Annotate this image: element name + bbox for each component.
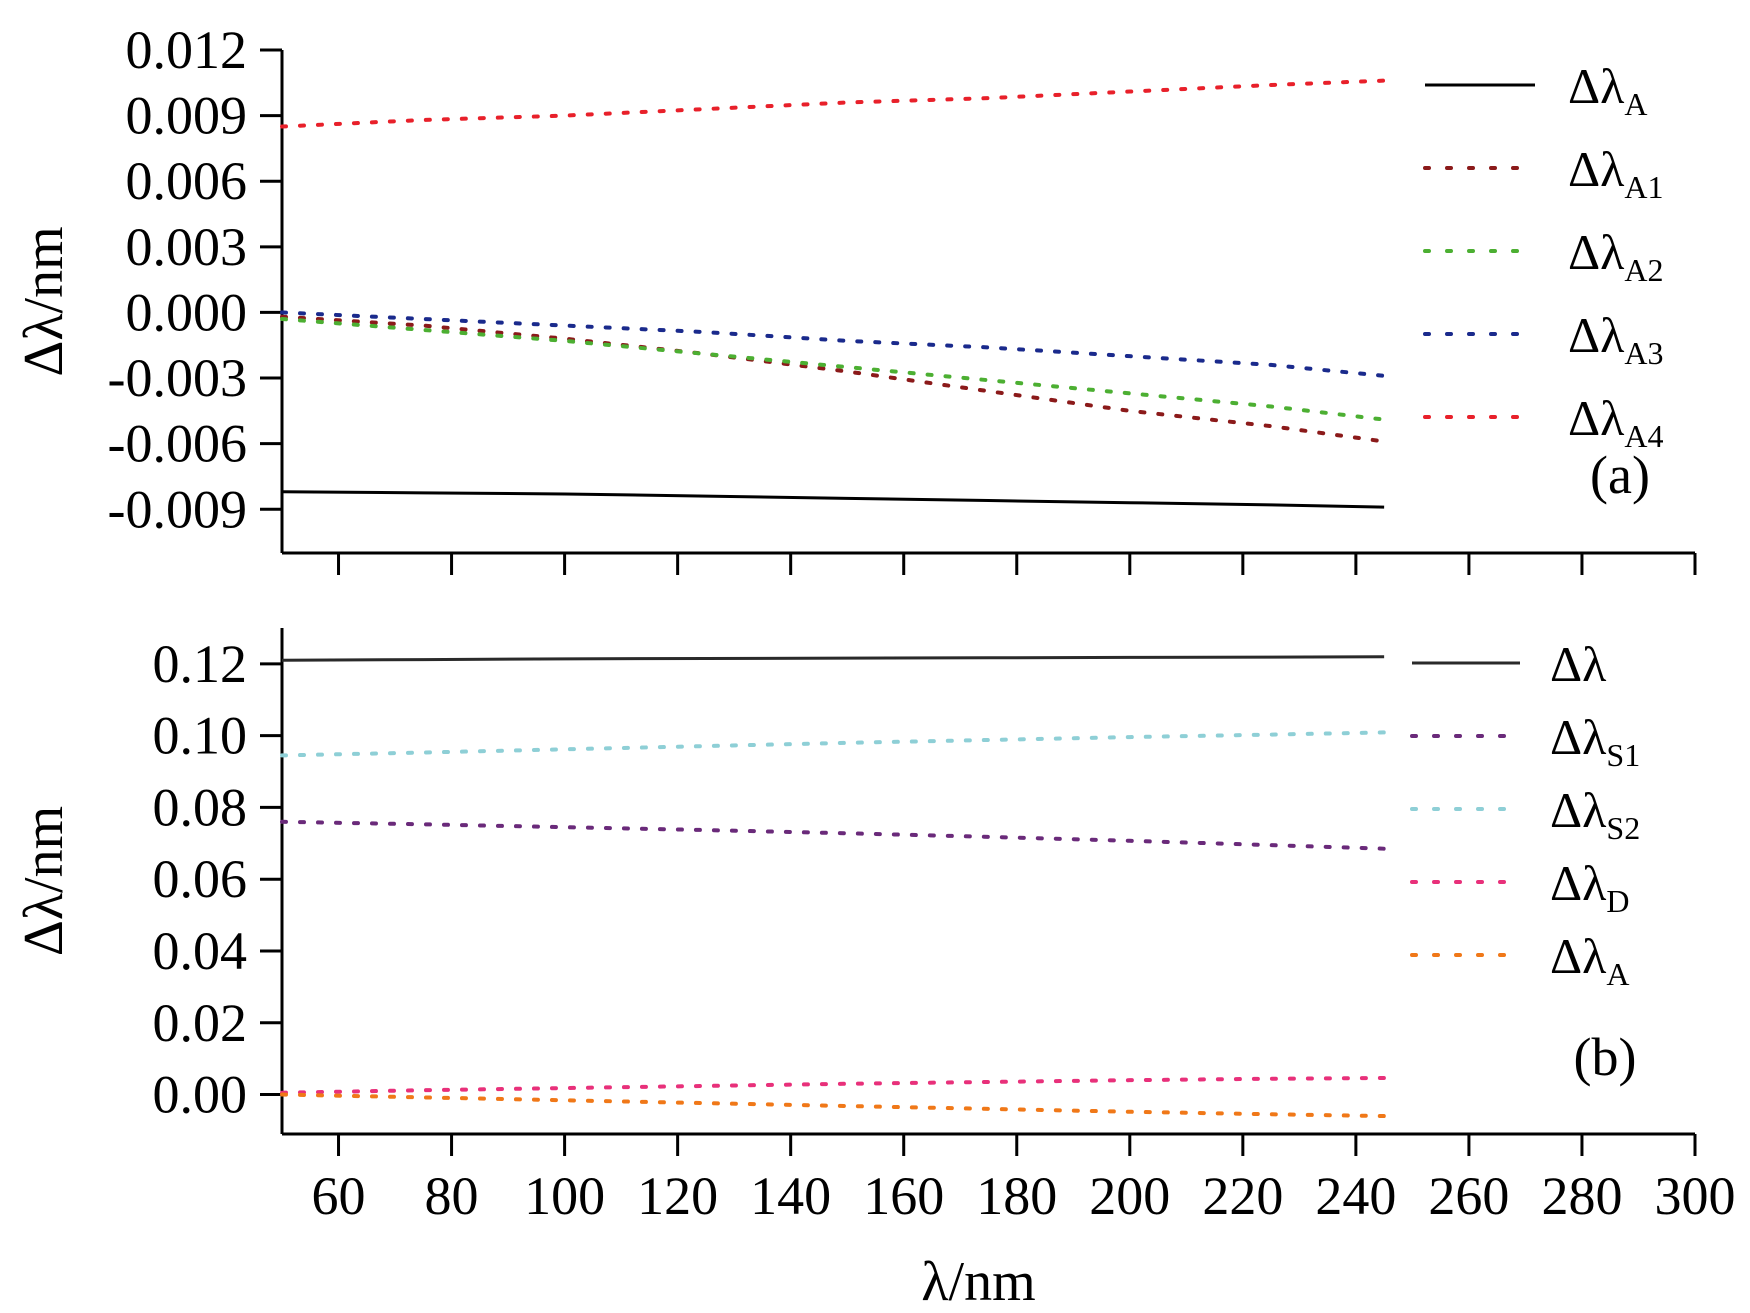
legend-label: ΔλA1 xyxy=(1568,141,1664,205)
x-tick-label: 180 xyxy=(976,1166,1057,1226)
x-tick-label: 240 xyxy=(1315,1166,1396,1226)
legend-label: ΔλA xyxy=(1568,58,1648,122)
panel-label: (b) xyxy=(1574,1027,1637,1087)
x-tick-label: 60 xyxy=(312,1166,366,1226)
y-axis-title: Δλ/nm xyxy=(13,806,75,956)
series-line-S1 xyxy=(280,819,1387,851)
legend-label: ΔλS1 xyxy=(1550,709,1640,773)
legend-subscript: A4 xyxy=(1624,418,1663,454)
series-line-total xyxy=(281,655,1385,662)
series-line-A xyxy=(281,490,1385,509)
y-tick-label: 0.06 xyxy=(153,849,248,909)
y-tick-label: 0.10 xyxy=(153,706,248,766)
y-tick-label: -0.006 xyxy=(108,414,247,474)
x-tick-label: 160 xyxy=(863,1166,944,1226)
y-tick-label: 0.00 xyxy=(153,1065,248,1125)
x-tick-label: 200 xyxy=(1089,1166,1170,1226)
legend-subscript: S2 xyxy=(1606,810,1640,846)
x-tick-label: 220 xyxy=(1202,1166,1283,1226)
x-tick-label: 120 xyxy=(637,1166,718,1226)
legend-label: ΔλA2 xyxy=(1568,224,1664,288)
x-tick-label: 300 xyxy=(1655,1166,1736,1226)
panel-a: -0.009-0.006-0.0030.0000.0030.0060.0090.… xyxy=(13,20,1697,575)
y-tick-label: 0.009 xyxy=(126,86,248,146)
x-tick-label: 280 xyxy=(1541,1166,1622,1226)
legend-subscript: D xyxy=(1606,883,1629,919)
legend-label: ΔλA xyxy=(1550,928,1630,992)
legend-subscript: A2 xyxy=(1624,252,1663,288)
y-tick-label: 0.012 xyxy=(126,20,248,80)
panel-b: 0.00 0.02 0.04 0.06 0.08 0.10 0.12 60 80 100 120 14… xyxy=(13,628,1736,1313)
series-line-A3 xyxy=(280,310,1387,378)
legend-label: ΔλS2 xyxy=(1550,782,1640,846)
y-axis-title: Δλ/nm xyxy=(13,226,75,376)
y-tick-label: 0.000 xyxy=(126,282,248,342)
y-tick-label: -0.009 xyxy=(108,479,247,539)
series-line-A2 xyxy=(280,316,1387,422)
y-tick-label: 0.08 xyxy=(153,777,248,837)
legend-label: ΔλA3 xyxy=(1568,307,1664,371)
y-tick-label: -0.003 xyxy=(108,348,247,408)
y-tick-label: 0.04 xyxy=(153,921,248,981)
legend-subscript: A1 xyxy=(1624,169,1663,205)
y-tick-label: 0.003 xyxy=(126,217,248,277)
series-line-A4 xyxy=(280,78,1387,129)
legend-label: ΔλD xyxy=(1550,855,1630,919)
y-tick-label: 0.02 xyxy=(153,993,248,1053)
x-tick-label: 80 xyxy=(425,1166,479,1226)
legend-subscript: S1 xyxy=(1606,737,1640,773)
legend-subscript: A xyxy=(1624,86,1647,122)
y-tick-label: 0.006 xyxy=(126,151,248,211)
series-line-D xyxy=(280,1076,1387,1095)
series-line-S2 xyxy=(280,730,1387,758)
x-tick-label: 100 xyxy=(524,1166,605,1226)
series-line-A xyxy=(280,1092,1387,1119)
panel-label: (a) xyxy=(1590,445,1650,505)
series-line-A1 xyxy=(280,314,1387,444)
x-tick-label: 140 xyxy=(750,1166,831,1226)
x-axis-title: λ/nm xyxy=(921,1251,1035,1313)
legend-subscript: A3 xyxy=(1624,335,1663,371)
x-tick-label: 260 xyxy=(1428,1166,1509,1226)
y-tick-label: 0.12 xyxy=(153,634,248,694)
legend-label: Δλ xyxy=(1550,636,1606,692)
legend-subscript: A xyxy=(1606,956,1629,992)
